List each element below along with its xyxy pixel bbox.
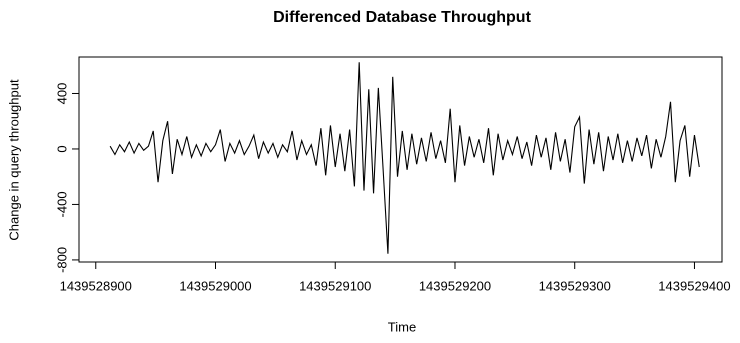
x-tick-label: 1439528900 (60, 278, 132, 293)
y-tick-label: 400 (54, 83, 69, 105)
plot-box (78, 56, 723, 263)
x-axis-label: Time (388, 319, 416, 334)
chart-title: Differenced Database Throughput (273, 9, 531, 26)
x-tick-label: 1439529400 (658, 278, 730, 293)
y-tick-label: -800 (54, 247, 69, 273)
y-tick-label: -400 (54, 191, 69, 217)
data-line (109, 62, 700, 254)
y-tick-label: 0 (54, 145, 69, 152)
x-tick-label: 1439529200 (419, 278, 491, 293)
x-tick-label: 1439529300 (539, 278, 611, 293)
y-axis-label: Change in query throughput (6, 79, 21, 241)
x-tick-label: 1439529100 (299, 278, 371, 293)
x-tick-label: 1439529000 (179, 278, 251, 293)
